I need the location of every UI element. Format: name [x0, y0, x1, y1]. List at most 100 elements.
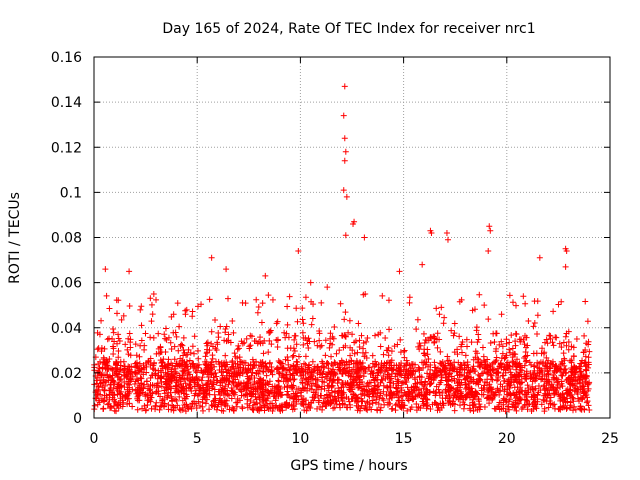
data-point: [459, 349, 466, 356]
data-point: [336, 401, 343, 408]
data-point: [426, 373, 433, 380]
data-point: [232, 376, 239, 383]
data-point: [100, 386, 107, 393]
data-point: [127, 352, 134, 359]
data-point: [99, 364, 106, 371]
data-point: [237, 380, 244, 387]
data-point: [195, 355, 202, 362]
data-point: [527, 370, 534, 377]
data-point: [273, 336, 280, 343]
data-point: [466, 394, 473, 401]
data-point: [499, 343, 506, 350]
data-point: [247, 398, 254, 405]
data-point: [462, 375, 469, 382]
data-point: [162, 325, 169, 332]
data-point: [406, 294, 413, 301]
data-point: [244, 384, 251, 391]
data-point: [582, 366, 589, 373]
data-point: [503, 397, 510, 404]
x-tick-label: 15: [395, 431, 413, 447]
data-point: [292, 393, 299, 400]
data-point: [110, 326, 117, 333]
data-point: [299, 380, 306, 387]
data-point: [103, 292, 110, 299]
data-point: [278, 374, 285, 381]
data-point: [553, 375, 560, 382]
data-point: [292, 365, 299, 372]
data-point: [534, 331, 541, 338]
data-point: [303, 337, 310, 344]
data-point: [285, 334, 292, 341]
data-point: [171, 356, 178, 363]
data-point: [404, 407, 411, 414]
data-point: [456, 333, 463, 340]
data-point: [324, 398, 331, 405]
x-tick-labels: 0 5 10 15 20 25: [90, 431, 619, 447]
data-point: [257, 334, 264, 341]
data-point: [253, 396, 260, 403]
data-point: [246, 343, 253, 350]
data-point: [339, 371, 346, 378]
data-point: [275, 384, 282, 391]
data-point: [133, 362, 140, 369]
data-point: [253, 296, 260, 303]
data-point: [365, 364, 372, 371]
data-point: [470, 407, 477, 414]
data-point: [308, 321, 315, 328]
data-point: [501, 355, 508, 362]
data-point: [555, 391, 562, 398]
data-point: [299, 367, 306, 374]
data-point: [356, 384, 363, 391]
data-point: [215, 329, 222, 336]
data-point: [198, 367, 205, 374]
data-point: [495, 369, 502, 376]
data-point: [495, 403, 502, 410]
data-point: [206, 406, 213, 413]
data-point: [580, 389, 587, 396]
data-point: [145, 357, 152, 364]
data-point: [223, 266, 230, 273]
data-point: [559, 383, 566, 390]
data-point: [420, 359, 427, 366]
data-point: [576, 398, 583, 405]
data-point: [467, 407, 474, 414]
data-point: [203, 381, 210, 388]
data-point: [247, 384, 254, 391]
data-point: [346, 364, 353, 371]
data-point: [397, 368, 404, 375]
data-point: [471, 306, 478, 313]
data-point: [510, 379, 517, 386]
data-point: [353, 375, 360, 382]
data-point: [585, 354, 592, 361]
data-point: [491, 405, 498, 412]
data-point: [115, 297, 122, 304]
data-point: [341, 83, 348, 90]
data-point: [186, 381, 193, 388]
data-point: [450, 332, 457, 339]
data-point: [510, 299, 517, 306]
data-point: [546, 378, 553, 385]
data-point: [436, 392, 443, 399]
data-point: [472, 388, 479, 395]
data-point: [459, 338, 466, 345]
data-point: [332, 387, 339, 394]
data-point: [114, 310, 121, 317]
data-point: [463, 372, 470, 379]
data-point: [172, 396, 179, 403]
data-point: [512, 342, 519, 349]
data-point: [120, 399, 127, 406]
data-point: [302, 353, 309, 360]
data-point: [522, 358, 529, 365]
data-point: [104, 401, 111, 408]
data-point: [424, 346, 431, 353]
data-point: [172, 404, 179, 411]
data-point: [322, 337, 329, 344]
data-point: [341, 332, 348, 339]
data-point: [421, 339, 428, 346]
data-point: [307, 279, 314, 286]
data-point: [527, 375, 534, 382]
data-point: [302, 375, 309, 382]
data-point: [397, 336, 404, 343]
data-point: [285, 392, 292, 399]
data-point: [164, 364, 171, 371]
